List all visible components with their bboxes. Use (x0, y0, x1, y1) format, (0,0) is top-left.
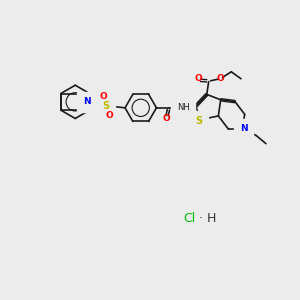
Text: NH: NH (177, 103, 189, 112)
Text: S: S (195, 116, 203, 126)
Text: N: N (240, 124, 247, 133)
Text: O: O (99, 92, 107, 101)
Text: O: O (216, 74, 224, 83)
Text: O: O (106, 111, 113, 120)
Text: · H: · H (195, 212, 217, 225)
Text: O: O (194, 74, 202, 83)
Text: S: S (103, 101, 110, 111)
Text: Cl: Cl (183, 212, 195, 225)
Text: N: N (83, 97, 91, 106)
Text: O: O (163, 114, 171, 123)
